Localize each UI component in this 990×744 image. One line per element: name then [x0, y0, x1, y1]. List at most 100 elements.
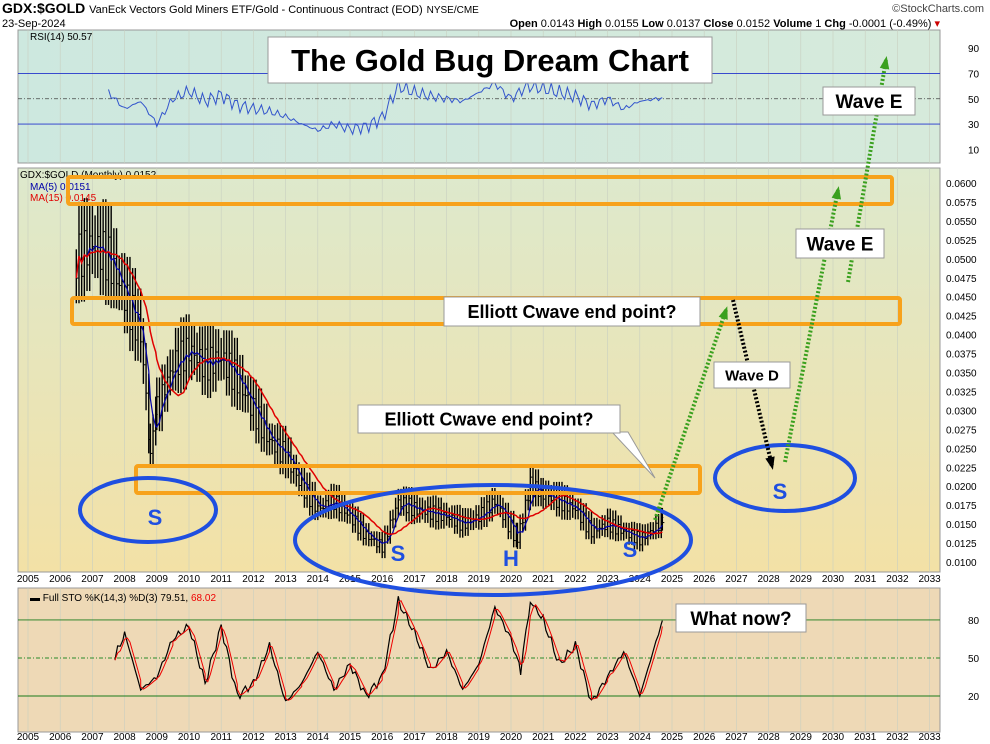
low-label: Low: [641, 18, 664, 30]
x-tick-label: 2025: [661, 574, 684, 585]
high-label: High: [577, 18, 602, 30]
pattern-letter: H: [503, 546, 519, 571]
stoch-tick-label: 80: [968, 616, 980, 627]
x-tick-label-bottom: 2012: [242, 732, 265, 743]
x-tick-label: 2011: [210, 574, 232, 585]
symbol: GDX:$GOLD: [2, 0, 86, 16]
x-tick-label: 2008: [113, 574, 136, 585]
price-tick-label: 0.0450: [946, 293, 977, 304]
x-tick-label: 2009: [146, 574, 169, 585]
rsi-tick-label: 90: [968, 44, 980, 55]
ma15-label: MA(15) 0.0145: [30, 193, 97, 204]
wave-d-label-box: [713, 361, 791, 389]
pattern-letter: S: [148, 505, 163, 530]
x-tick-label-bottom: 2022: [564, 732, 587, 743]
stoch-tick-label: 50: [968, 654, 980, 665]
price-tick-label: 0.0525: [946, 236, 977, 247]
x-tick-label: 2014: [307, 574, 330, 585]
ohlc-readout: Open 0.0143 High 0.0155 Low 0.0137 Close…: [510, 17, 940, 30]
exchange: NYSE/CME: [426, 5, 479, 16]
x-tick-label: 2030: [822, 574, 845, 585]
header-title: GDX:$GOLD VanEck Vectors Gold Miners ETF…: [2, 1, 479, 18]
green-arrow-head: [831, 186, 842, 200]
rsi-tick-label: 30: [968, 120, 980, 131]
brand: ©StockCharts.com: [892, 3, 984, 15]
x-tick-label: 2024: [629, 574, 652, 585]
what-now-label: What now?: [690, 609, 791, 630]
x-tick-label: 2016: [371, 574, 394, 585]
date: 23-Sep-2024: [2, 18, 66, 30]
price-tick-label: 0.0325: [946, 387, 977, 398]
x-tick-label-bottom: 2016: [371, 732, 394, 743]
x-tick-label-bottom: 2018: [435, 732, 458, 743]
x-tick-label: 2017: [403, 574, 426, 585]
x-tick-label-bottom: 2021: [532, 732, 555, 743]
wave-e-label: Wave E: [836, 92, 903, 113]
x-tick-label: 2032: [886, 574, 909, 585]
x-tick-label-bottom: 2027: [725, 732, 748, 743]
close-label: Close: [703, 18, 734, 30]
stoch-legend: ▬ Full STO %K(14,3) %D(3) 79.51, 68.02: [30, 593, 216, 604]
chg-value: -0.0001 (-0.49%): [848, 18, 932, 30]
x-tick-label: 2022: [564, 574, 587, 585]
x-tick-label-bottom: 2019: [468, 732, 491, 743]
x-tick-label: 2018: [435, 574, 458, 585]
price-tick-label: 0.0575: [946, 198, 977, 209]
x-tick-label: 2007: [81, 574, 104, 585]
description: VanEck Vectors Gold Miners ETF/Gold - Co…: [89, 4, 423, 16]
pattern-ellipse: [713, 443, 857, 513]
x-tick-label: 2026: [693, 574, 716, 585]
ma15-line: [75, 249, 663, 536]
high-value: 0.0155: [604, 18, 639, 30]
rsi-tick-label: 70: [968, 69, 980, 80]
x-tick-label: 2012: [242, 574, 265, 585]
x-tick-label-bottom: 2011: [210, 732, 232, 743]
down-arrow-icon: ▾: [934, 18, 940, 30]
green-arrow-head: [718, 306, 728, 320]
x-tick-label: 2029: [790, 574, 813, 585]
price-tick-label: 0.0375: [946, 350, 977, 361]
wave-e-label-box: [822, 86, 916, 116]
low-value: 0.0137: [666, 18, 701, 30]
open-label: Open: [509, 18, 538, 30]
x-tick-label-bottom: 2010: [178, 732, 201, 743]
x-tick-label: 2027: [725, 574, 748, 585]
pattern-letter: S: [623, 537, 638, 562]
x-tick-label: 2019: [468, 574, 491, 585]
price-tick-label: 0.0125: [946, 539, 977, 550]
pattern-letter: S: [773, 479, 788, 504]
x-tick-label: 2028: [757, 574, 780, 585]
volume-label: Volume: [773, 18, 813, 30]
price-tick-label: 0.0400: [946, 331, 977, 342]
x-tick-label-bottom: 2032: [886, 732, 909, 743]
x-tick-label: 2033: [918, 574, 941, 585]
green-arrow-head: [879, 56, 890, 70]
x-tick-label: 2006: [49, 574, 72, 585]
x-tick-label: 2020: [500, 574, 523, 585]
green-arrow: [653, 309, 728, 521]
x-tick-label: 2031: [854, 574, 877, 585]
x-tick-label-bottom: 2005: [17, 732, 40, 743]
price-tick-label: 0.0300: [946, 406, 977, 417]
x-tick-label: 2013: [274, 574, 297, 585]
x-tick-label-bottom: 2015: [339, 732, 362, 743]
ma5-label: MA(5) 0.0151: [30, 182, 91, 193]
x-tick-label-bottom: 2028: [757, 732, 780, 743]
x-tick-label: 2023: [596, 574, 619, 585]
x-tick-label-bottom: 2023: [596, 732, 619, 743]
stoch-d-line: [114, 600, 663, 701]
x-tick-label: 2010: [178, 574, 201, 585]
price-tick-label: 0.0100: [946, 558, 977, 569]
rsi-legend: RSI(14) 50.57: [30, 32, 93, 43]
x-tick-label-bottom: 2026: [693, 732, 716, 743]
price-tick-label: 0.0225: [946, 463, 977, 474]
stoch-tick-label: 20: [968, 692, 980, 703]
price-tick-label: 0.0425: [946, 312, 977, 323]
price-tick-label: 0.0200: [946, 482, 977, 493]
pattern-ellipse: [78, 476, 218, 544]
x-tick-label-bottom: 2009: [146, 732, 169, 743]
x-tick-label-bottom: 2024: [629, 732, 652, 743]
x-tick-label: 2005: [17, 574, 40, 585]
